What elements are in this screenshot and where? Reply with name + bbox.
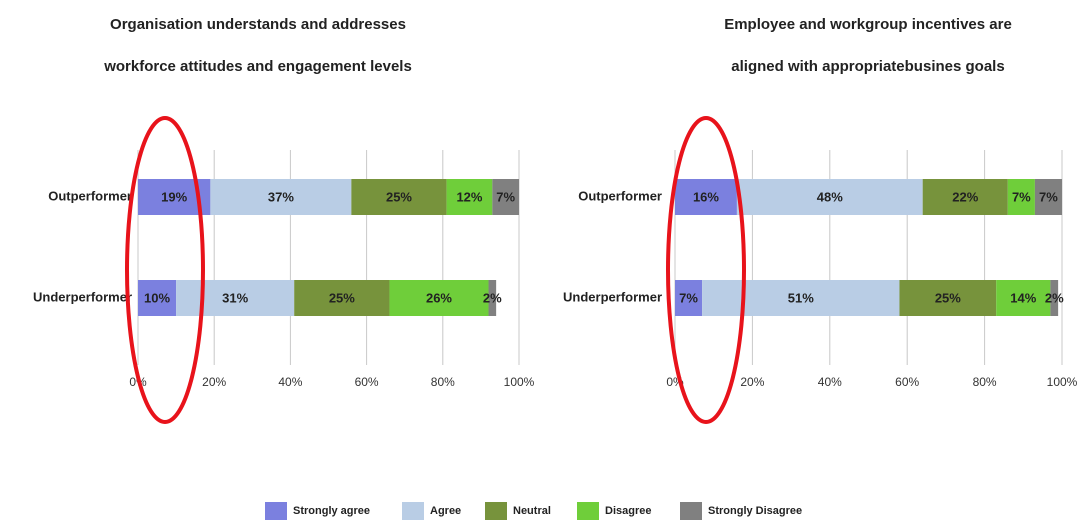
data-label: 12% bbox=[456, 189, 482, 204]
bar-segment bbox=[1007, 179, 1035, 215]
legend-swatch bbox=[680, 502, 702, 520]
chart-title: Organisation understands and addresses bbox=[110, 16, 406, 33]
bar-segment bbox=[488, 280, 497, 316]
category-label: Outperformer bbox=[578, 188, 662, 203]
legend-swatch bbox=[577, 502, 599, 520]
bar-segment bbox=[294, 280, 390, 316]
data-label: 25% bbox=[329, 290, 355, 305]
data-label: 25% bbox=[935, 290, 961, 305]
category-label: Underperformer bbox=[33, 289, 132, 304]
data-label: 48% bbox=[817, 189, 843, 204]
data-label: 2% bbox=[1045, 290, 1064, 305]
bar-segment bbox=[351, 179, 447, 215]
x-tick-label: 20% bbox=[202, 375, 226, 389]
data-label: 7% bbox=[1039, 189, 1058, 204]
x-tick-label: 60% bbox=[895, 375, 919, 389]
x-tick-label: 40% bbox=[818, 375, 842, 389]
x-tick-label: 80% bbox=[431, 375, 455, 389]
data-label: 7% bbox=[1012, 189, 1031, 204]
data-label: 16% bbox=[693, 189, 719, 204]
bar-segment bbox=[675, 280, 703, 316]
data-label: 7% bbox=[679, 290, 698, 305]
legend-swatch bbox=[265, 502, 287, 520]
x-tick-label: 100% bbox=[1047, 375, 1078, 389]
highlight-ellipse bbox=[666, 116, 746, 424]
x-tick-label: 40% bbox=[278, 375, 302, 389]
legend-label: Neutral bbox=[513, 505, 551, 517]
x-tick-label: 100% bbox=[504, 375, 535, 389]
data-label: 19% bbox=[161, 189, 187, 204]
bar-segment bbox=[702, 280, 900, 316]
legend-label: Strongly agree bbox=[293, 505, 370, 517]
legend-label: Agree bbox=[430, 505, 461, 517]
legend-label: Strongly Disagree bbox=[708, 505, 802, 517]
data-label: 25% bbox=[386, 189, 412, 204]
legend-swatch bbox=[485, 502, 507, 520]
category-label: Outperformer bbox=[48, 188, 132, 203]
data-label: 26% bbox=[426, 290, 452, 305]
bar-segment bbox=[1050, 280, 1059, 316]
chart-title: Employee and workgroup incentives are bbox=[724, 16, 1012, 33]
x-tick-label: 60% bbox=[355, 375, 379, 389]
data-label: 31% bbox=[222, 290, 248, 305]
data-label: 10% bbox=[144, 290, 170, 305]
data-label: 14% bbox=[1010, 290, 1036, 305]
bar-segment bbox=[675, 179, 737, 215]
legend-label: Disagree bbox=[605, 505, 651, 517]
x-tick-label: 80% bbox=[973, 375, 997, 389]
charts: Organisation understands and addresses wo… bbox=[33, 16, 1078, 520]
data-label: 22% bbox=[952, 189, 978, 204]
data-label: 7% bbox=[496, 189, 515, 204]
highlight-ellipse bbox=[125, 116, 205, 424]
bar-segment bbox=[899, 280, 997, 316]
data-label: 51% bbox=[788, 290, 814, 305]
bar-segment bbox=[446, 179, 493, 215]
data-label: 2% bbox=[483, 290, 502, 305]
x-tick-label: 20% bbox=[740, 375, 764, 389]
bar-segment bbox=[176, 280, 295, 316]
bar-segment bbox=[210, 179, 352, 215]
bar-segment bbox=[138, 280, 177, 316]
chart-title: workforce attitudes and engagement level… bbox=[103, 58, 412, 75]
chart-title: aligned with appropriatebusines goals bbox=[731, 58, 1004, 75]
bar-segment bbox=[492, 179, 519, 215]
bar-segment bbox=[736, 179, 923, 215]
bar-segment bbox=[996, 280, 1051, 316]
bar-segment bbox=[922, 179, 1008, 215]
category-label: Underperformer bbox=[563, 289, 662, 304]
legend-swatch bbox=[402, 502, 424, 520]
data-label: 37% bbox=[268, 189, 294, 204]
bar-segment bbox=[1034, 179, 1062, 215]
bar-segment bbox=[389, 280, 489, 316]
